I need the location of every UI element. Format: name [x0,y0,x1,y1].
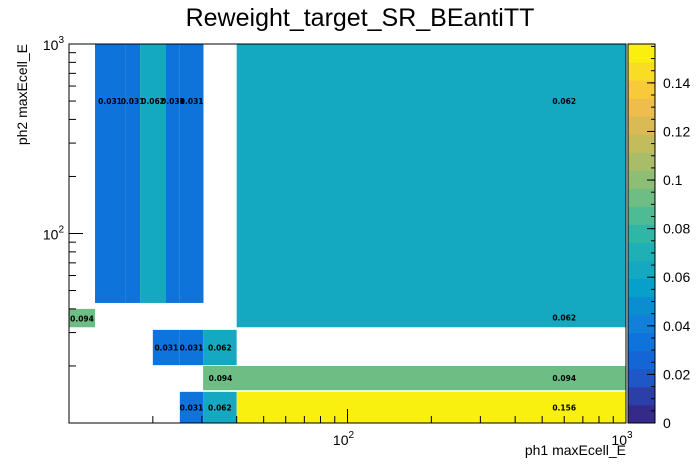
y-tick-label: 102 [43,225,65,243]
heatmap-cell [69,308,96,328]
cell-value-label: 0.031 [180,97,204,106]
cell-value-label: 0.094 [209,374,233,383]
color-scale-swatch [628,278,655,298]
color-scale-swatch [628,62,655,81]
heatmap-cell [152,329,180,366]
color-scale-swatch [628,296,655,316]
heatmap-cell [179,44,204,303]
heatmap-cell [236,44,626,328]
color-scale-swatch [628,224,655,244]
cell-value-label: 0.062 [208,403,232,412]
z-tick-label: 0.14 [663,75,690,91]
cell-value-label: 0.062 [552,97,576,106]
z-tick-label: 0.08 [663,221,690,237]
cell-value-label: 0.094 [552,374,576,383]
heatmap-cell [203,365,626,391]
cell-value-label: 0.062 [552,314,576,323]
color-scale-swatch [628,350,655,370]
color-scale-swatch [628,314,655,334]
cell-value-label: 0.156 [552,403,576,412]
z-tick-label: 0.02 [663,366,690,382]
x-axis-title: ph1 maxEcell_E [525,442,626,458]
color-scale-swatch [628,116,655,135]
color-scale-swatch [628,44,655,63]
z-tick-label: 0 [663,415,671,431]
color-scale-swatch [628,242,655,262]
cell-value-label: 0.031 [121,97,145,106]
y-axis: 102 103 [43,35,83,424]
color-scale-swatch [628,152,655,171]
color-scale-swatch [628,98,655,117]
cell-value-label: 0.031 [180,344,204,353]
color-scale: 0 0.02 0.04 0.06 0.08 0.1 0.12 0.14 [627,43,690,431]
cell-value-label: 0.031 [154,344,178,353]
heatmap-cell [203,329,237,366]
heatmap-cell [166,44,180,303]
color-scale-swatch [628,206,655,225]
y-tick-label: 103 [43,35,65,53]
z-tick-label: 0.12 [663,123,690,139]
heatmap-cell [203,391,237,423]
cell-value-label: 0.062 [208,344,232,353]
cell-value-label: 0.031 [161,97,185,106]
x-tick-label: 103 [611,430,633,448]
z-tick-label: 0.1 [663,172,683,188]
color-scale-swatch [628,134,655,153]
z-tick-label: 0.04 [663,318,690,334]
x-tick-label: 102 [333,430,355,448]
cell-value-label: 0.031 [98,97,122,106]
color-scale-swatch [628,332,655,352]
color-scale-swatch [628,170,655,189]
heatmap-cell [179,329,204,366]
chart-title: Reweight_target_SR_BEantiTT [186,4,535,32]
color-scale-swatch [628,386,655,406]
cell-value-label: 0.062 [141,97,165,106]
heatmap-cell [140,44,167,303]
color-scale-swatch [628,368,655,388]
heatmap-cell [95,44,126,303]
x-axis: 102 103 [68,409,633,448]
cell-value-label: 0.031 [180,403,204,412]
color-scale-swatch [628,80,655,99]
y-axis-title: ph2 maxEcell_E [14,44,30,145]
z-tick-label: 0.06 [663,269,690,285]
color-scale-swatch [628,188,655,207]
cell-value-label: 0.094 [70,315,94,324]
heatmap-cells [69,44,626,423]
color-scale-swatch [628,404,655,424]
heatmap-cell [125,44,141,303]
color-scale-swatch [628,260,655,280]
heatmap-cell [179,391,204,423]
